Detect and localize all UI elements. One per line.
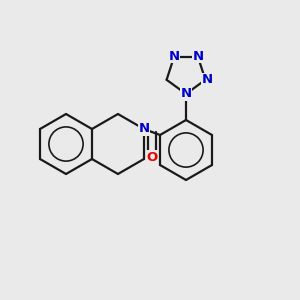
Text: N: N <box>192 50 204 63</box>
Text: N: N <box>138 122 149 136</box>
Text: N: N <box>201 73 212 86</box>
Text: N: N <box>168 50 180 63</box>
Text: N: N <box>180 87 192 101</box>
Text: O: O <box>146 151 158 164</box>
